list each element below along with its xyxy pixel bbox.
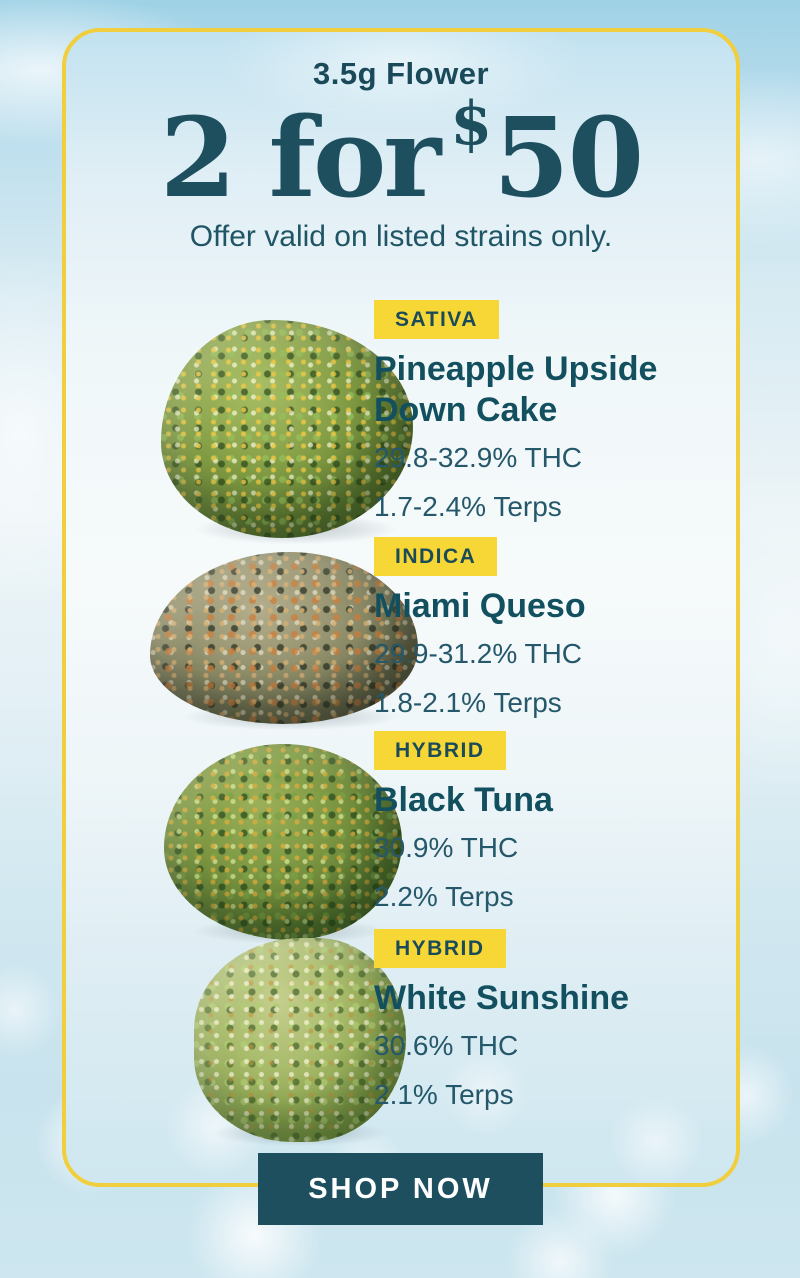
- terps-stat: 1.8-2.1% Terps: [374, 687, 562, 719]
- product-row-miami-queso: INDICA Miami Queso 29.9-31.2% THC 1.8-2.…: [374, 537, 722, 720]
- offer-disclaimer: Offer valid on listed strains only.: [189, 220, 613, 254]
- deal-quantity-text: 2 for: [159, 93, 441, 222]
- offer-header: 3.5g Flower 2 for $50 Offer valid on list…: [66, 56, 736, 254]
- strain-name: White Sunshine: [374, 979, 629, 1017]
- thc-stat: 29.8-32.9% THC: [374, 441, 583, 473]
- deal-price: 50: [493, 93, 644, 222]
- product-row-white-sunshine: HYBRID White Sunshine 30.6% THC 2.1% Ter…: [374, 929, 722, 1112]
- product-row-pineapple-upside-down-cake: SATIVA Pineapple Upside Down Cake 29.8-3…: [374, 300, 722, 524]
- terps-stat: 2.2% Terps: [374, 881, 514, 913]
- terps-stat: 1.7-2.4% Terps: [374, 491, 562, 523]
- dollar-sign: $: [450, 89, 492, 159]
- strain-name: Pineapple Upside Down Cake: [374, 350, 658, 429]
- bud-photo-black-tuna: [164, 744, 402, 940]
- thc-stat: 30.9% THC: [374, 831, 519, 863]
- offer-card: 3.5g Flower 2 for $50 Offer valid on list…: [62, 28, 740, 1187]
- strain-name: Black Tuna: [374, 781, 553, 819]
- strain-type-badge: INDICA: [374, 537, 498, 576]
- strain-type-badge: SATIVA: [374, 300, 499, 339]
- deal-headline: 2 for $50: [66, 93, 736, 214]
- product-row-black-tuna: HYBRID Black Tuna 30.9% THC 2.2% Terps: [374, 731, 722, 914]
- thc-stat: 30.6% THC: [374, 1029, 519, 1061]
- strain-name: Miami Queso: [374, 587, 586, 625]
- strain-type-badge: HYBRID: [374, 731, 506, 770]
- shop-now-button[interactable]: SHOP NOW: [258, 1153, 543, 1225]
- strain-type-badge: HYBRID: [374, 929, 506, 968]
- thc-stat: 29.9-31.2% THC: [374, 637, 583, 669]
- terps-stat: 2.1% Terps: [374, 1079, 514, 1111]
- product-category-label: 3.5g Flower: [312, 56, 490, 91]
